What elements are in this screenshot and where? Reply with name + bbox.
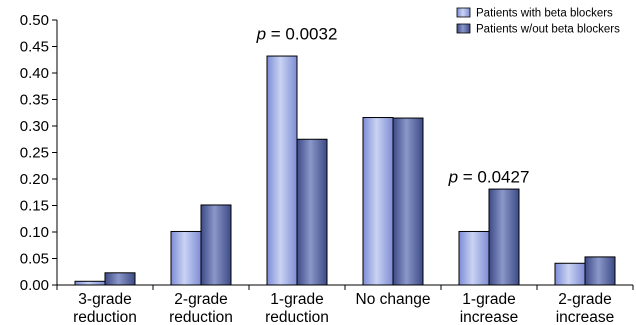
y-tick-label: 0.45 [20,39,49,56]
y-tick-label: 0.00 [20,277,49,294]
p-value-annotation: p = 0.0032 [256,24,338,43]
legend-label: Patients w/out beta blockers [476,24,620,36]
legend: Patients with beta blockers Patients w/ou… [456,7,620,36]
y-tick-label: 0.35 [20,92,49,109]
y-tick-label: 0.10 [20,224,49,241]
y-tick-label: 0.50 [20,12,49,29]
x-category-label: 1-grade [462,291,515,308]
x-category-label: reduction [169,309,233,325]
bar [488,188,520,286]
legend-swatch [456,7,471,18]
bar [266,55,298,286]
bar [584,256,616,286]
bar [170,230,202,286]
bar [200,204,232,286]
x-category-label: No change [356,291,431,308]
p-value-annotation: p = 0.0427 [448,167,530,186]
x-category-label: 3-grade [78,291,131,308]
x-axis: 3-gradereduction2-gradereduction1-grader… [56,284,634,325]
legend-swatch [456,23,471,34]
bar [104,272,136,286]
y-axis: 0.00 0.05 0.10 0.15 0.20 0.25 0.30 0.35 0.40 0.45… [20,12,58,294]
bar [392,117,424,286]
x-category-label: 1-grade [270,291,323,308]
bar [296,138,328,286]
y-tick-label: 0.30 [20,118,49,135]
bar [74,280,106,286]
x-category-label: 2-grade [174,291,227,308]
x-category-label: reduction [73,309,137,325]
y-tick-label: 0.40 [20,65,49,82]
y-tick-label: 0.20 [20,171,49,188]
x-category-label: 2-grade [558,291,611,308]
bar [554,262,586,286]
annotations: p = 0.0032 p = 0.0427 [256,24,530,186]
x-category-label: increase [460,309,519,325]
y-tick-label: 0.25 [20,145,49,162]
y-tick-label: 0.05 [20,251,49,268]
bar [458,230,490,286]
y-tick-label: 0.15 [20,198,49,215]
x-category-label: increase [556,309,615,325]
bars [74,55,616,286]
x-category-label: reduction [265,309,329,325]
bar [362,117,394,286]
legend-label: Patients with beta blockers [476,8,613,20]
